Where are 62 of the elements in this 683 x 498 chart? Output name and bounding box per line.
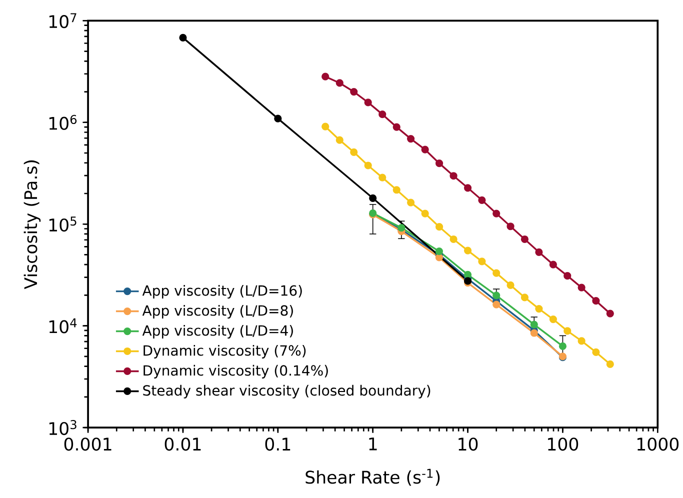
point	[606, 310, 614, 318]
point	[492, 210, 500, 218]
y-tick-label: 10$^{7}$	[49, 13, 76, 28]
point	[592, 348, 600, 356]
legend-label: App viscosity (L/D=8)	[142, 305, 293, 319]
point	[350, 148, 358, 156]
point	[421, 146, 429, 154]
x-tick-label: 10	[458, 438, 478, 451]
x-tick-label: 0.1	[265, 438, 290, 451]
point	[322, 122, 330, 131]
legend-label: Dynamic viscosity (0.14%)	[144, 365, 328, 379]
point	[406, 135, 415, 143]
point	[564, 272, 572, 280]
legend-label: Steady shear viscosity (closed boundary)	[143, 385, 430, 399]
point	[520, 294, 529, 302]
point	[464, 184, 472, 192]
point	[336, 79, 344, 87]
point	[506, 222, 514, 230]
point	[378, 110, 386, 118]
y-tick-label: 10$^{6}$	[49, 115, 77, 130]
point	[506, 282, 514, 290]
y-tick-label: 10$^{5}$	[49, 216, 76, 232]
point	[435, 223, 444, 231]
x-tick-label: 100	[548, 438, 578, 451]
y-axis-title: Viscosity (Pa.s)	[24, 160, 41, 290]
x-tick-label: 1	[369, 438, 377, 450]
x-tick-label: 0.001	[64, 438, 112, 451]
point	[336, 136, 344, 144]
point	[564, 327, 572, 335]
y-tick-label: 10$^{3}$	[49, 420, 76, 436]
point	[392, 123, 400, 132]
point	[578, 284, 586, 292]
point	[322, 72, 330, 81]
point	[592, 297, 600, 305]
point	[450, 172, 458, 180]
point	[364, 162, 372, 170]
point	[535, 305, 543, 313]
x-tick-label: 1000	[637, 438, 679, 451]
point	[492, 269, 500, 278]
point	[350, 88, 358, 96]
point	[578, 337, 586, 345]
point	[520, 236, 529, 244]
point	[549, 316, 557, 324]
legend-label: Dynamic viscosity (7%)	[144, 345, 306, 359]
point	[535, 248, 543, 256]
x-tick-label: 0.01	[164, 438, 201, 451]
point	[606, 360, 614, 368]
point	[450, 236, 458, 244]
point	[421, 210, 429, 218]
point	[464, 246, 472, 255]
point	[392, 186, 400, 194]
point	[478, 258, 486, 266]
x-axis-title: Shear Rate (s$^{-1}$)	[306, 469, 440, 486]
point	[549, 260, 557, 269]
point	[364, 98, 372, 106]
y-tick-label: 10$^{4}$	[49, 318, 77, 334]
legend-label: App viscosity (L/D=4)	[142, 325, 293, 339]
point	[378, 174, 386, 182]
legend-label: App viscosity (L/D=16)	[142, 285, 302, 299]
point	[406, 198, 415, 207]
point	[478, 196, 486, 204]
point	[435, 160, 444, 168]
